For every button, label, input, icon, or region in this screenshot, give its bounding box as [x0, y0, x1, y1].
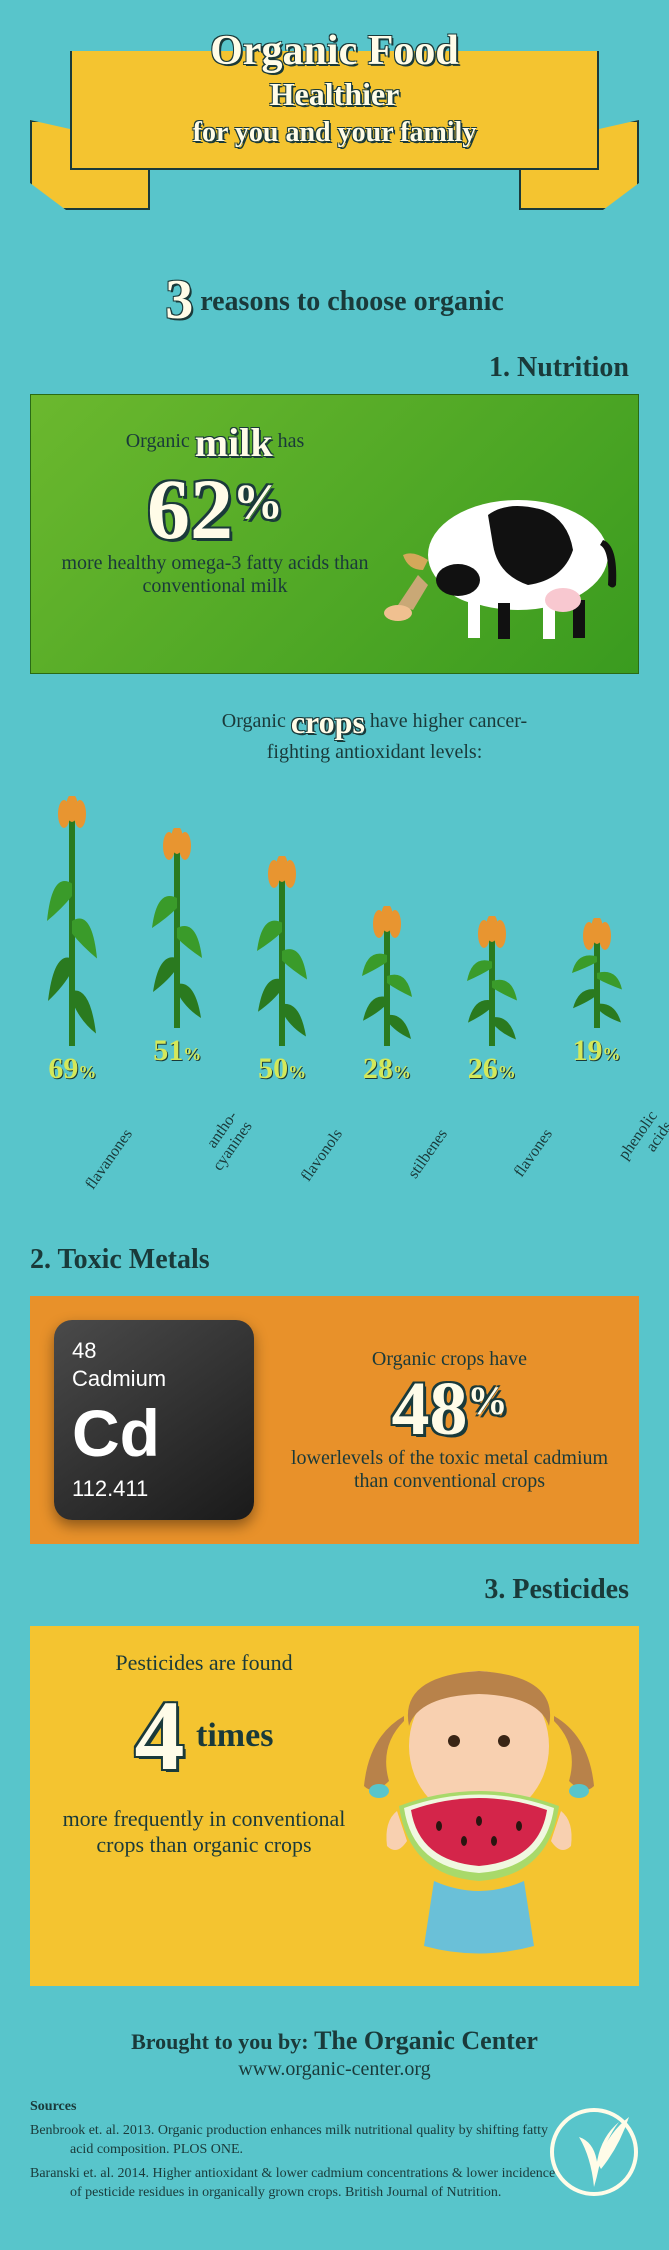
crop-pct: 69%: [48, 1052, 96, 1086]
crop-item: 50% flavonols: [237, 856, 327, 1104]
crop-item: 51% antho-cyanines: [132, 828, 222, 1104]
crop-item: 26% flavones: [447, 916, 537, 1104]
milk-fact: Organic milk has 62% more healthy omega-…: [55, 419, 375, 598]
tagline: 3 reasons to choose organic: [0, 268, 669, 332]
pesticide-pre: Pesticides are found: [54, 1650, 354, 1676]
banner-sub2: for you and your family: [0, 117, 669, 149]
crop-pct: 19%: [573, 1034, 621, 1068]
cadmium-tile: 48 Cadmium Cd 112.411: [54, 1320, 254, 1520]
crops-section: Organic crops have higher cancer-fightin…: [20, 704, 649, 1204]
element-symbol: Cd: [72, 1400, 236, 1466]
pesticide-times: times: [196, 1717, 273, 1755]
banner-title: Organic Food: [0, 30, 669, 72]
tagline-number: 3: [165, 269, 193, 331]
crops-chart: 69% flavanones 51% antho-cyanines 50% fl…: [20, 784, 649, 1104]
section-3-heading: 3. Pesticides: [0, 1574, 669, 1616]
milk-word: milk: [195, 420, 273, 465]
pesticide-desc: more frequently in conventional crops th…: [54, 1806, 354, 1858]
element-mass: 112.411: [72, 1476, 236, 1502]
crops-intro: Organic crops have higher cancer-fightin…: [200, 704, 549, 764]
cadmium-pct: 48%: [284, 1371, 615, 1447]
element-name: Cadmium: [72, 1366, 236, 1392]
source-item: Benbrook et. al. 2013. Organic productio…: [30, 2121, 570, 2160]
girl-watermelon-icon: [339, 1646, 619, 1966]
banner-text: Organic Food Healthier for you and your …: [0, 30, 669, 149]
element-number: 48: [72, 1338, 236, 1364]
footer-org: The Organic Center: [314, 2026, 538, 2055]
crop-pct: 50%: [258, 1052, 306, 1086]
section-2-heading: 2. Toxic Metals: [0, 1244, 669, 1286]
cow-icon: [368, 445, 628, 645]
corn-icon: [357, 906, 417, 1046]
toxic-card: 48 Cadmium Cd 112.411 Organic crops have…: [30, 1296, 639, 1544]
pesticide-fact: Pesticides are found 4 times more freque…: [54, 1650, 354, 1962]
milk-pre: Organic: [126, 430, 190, 452]
crop-item: 28% stilbenes: [342, 906, 432, 1104]
corn-icon: [567, 918, 627, 1028]
banner-sub1: Healthier: [0, 76, 669, 113]
corn-icon: [147, 828, 207, 1028]
sources-title: Sources: [30, 2097, 639, 2117]
footer: Brought to you by: The Organic Center ww…: [0, 2016, 669, 2237]
crops-pre: Organic: [222, 710, 286, 732]
corn-icon: [42, 796, 102, 1046]
crop-item: 69% flavanones: [27, 796, 117, 1104]
pesticide-num: 4: [135, 1686, 185, 1786]
footer-credit: Brought to you by: The Organic Center: [30, 2026, 639, 2056]
tagline-text: reasons to choose organic: [200, 286, 504, 317]
cadmium-fact: Organic crops have 48% lowerlevels of th…: [284, 1348, 615, 1493]
cadmium-desc: lowerlevels of the toxic metal cadmium t…: [284, 1447, 615, 1493]
nutrition-card: Organic milk has 62% more healthy omega-…: [30, 394, 639, 674]
crop-pct: 26%: [468, 1052, 516, 1086]
crop-pct: 51%: [153, 1034, 201, 1068]
corn-icon: [462, 916, 522, 1046]
corn-icon: [252, 856, 312, 1046]
milk-desc: more healthy omega-3 fatty acids than co…: [55, 552, 375, 598]
crop-pct: 28%: [363, 1052, 411, 1086]
banner: Organic Food Healthier for you and your …: [0, 0, 669, 260]
milk-pct: 62%: [55, 466, 375, 552]
source-item: Baranski et. al. 2014. Higher antioxidan…: [30, 2164, 570, 2203]
milk-post: has: [278, 430, 305, 452]
section-1-heading: 1. Nutrition: [0, 352, 669, 394]
footer-url: www.organic-center.org: [30, 2058, 639, 2081]
crops-word: crops: [291, 704, 365, 740]
sources: Sources Benbrook et. al. 2013. Organic p…: [30, 2097, 639, 2203]
pesticide-card: Pesticides are found 4 times more freque…: [30, 1626, 639, 1986]
crop-item: 19% phenolicacids: [552, 918, 642, 1104]
leaf-logo-icon: [549, 2087, 639, 2197]
